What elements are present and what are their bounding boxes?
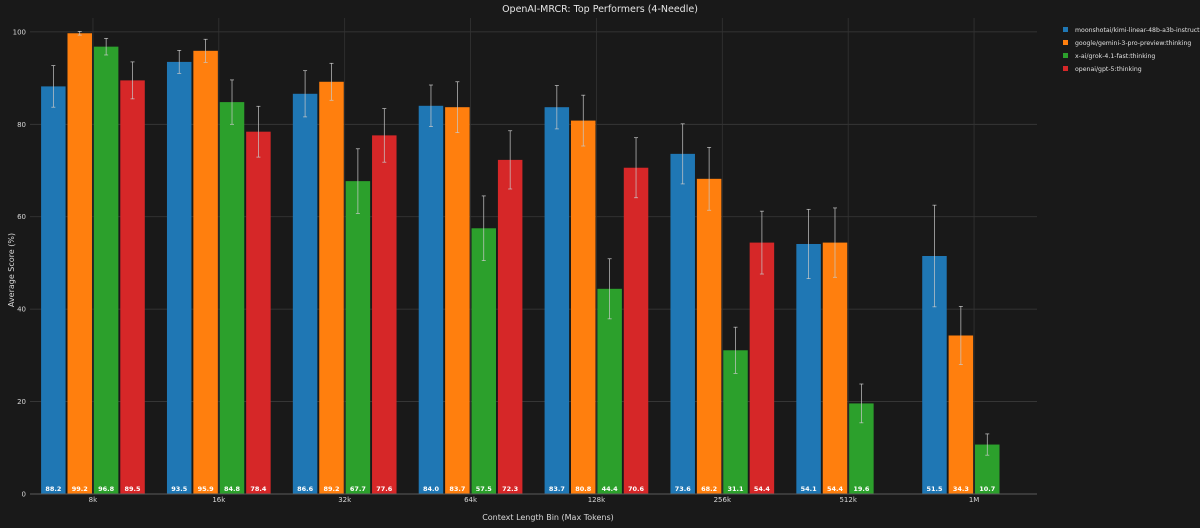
bar — [597, 288, 622, 494]
bar-value-label: 77.6 — [376, 485, 393, 493]
legend: moonshotai/kimi-linear-48b-a3b-instruct g… — [1063, 27, 1200, 73]
bar-labels-layer: 88.2 93.5 86.6 84.0 83.7 73.6 54.1 51.5 99.2 95.9… — [45, 485, 995, 493]
bar — [749, 242, 775, 494]
bar — [570, 120, 596, 494]
bar-value-label: 73.6 — [675, 485, 692, 493]
bar-value-label: 88.2 — [45, 485, 61, 493]
bar-value-label: 84.0 — [423, 485, 440, 493]
bar — [193, 50, 218, 495]
bar-value-label: 34.3 — [953, 485, 969, 493]
y-tick-label: 60 — [17, 213, 26, 221]
legend-entry: openai/gpt-5:thinking — [1075, 66, 1142, 73]
y-tick-label: 40 — [17, 306, 26, 314]
bar — [445, 107, 470, 494]
y-tick-label: 20 — [17, 398, 26, 406]
bar-value-label: 54.4 — [827, 485, 844, 493]
bar-value-label: 70.6 — [628, 485, 645, 493]
bar — [246, 131, 271, 495]
bar — [93, 46, 119, 494]
bar-value-label: 72.3 — [502, 485, 518, 493]
bar — [418, 105, 444, 495]
x-tick-label: 16k — [212, 496, 226, 504]
bar — [696, 178, 722, 494]
bar-value-label: 68.2 — [701, 485, 717, 493]
bar-value-label: 67.7 — [350, 485, 366, 493]
bar — [219, 102, 245, 494]
bar-value-label: 31.1 — [727, 485, 744, 493]
bar — [166, 61, 192, 494]
y-axis-title: Average Score (%) — [7, 233, 16, 307]
x-tick-label: 64k — [464, 496, 478, 504]
bar — [796, 243, 821, 494]
legend-swatch — [1063, 66, 1068, 71]
legend-swatch — [1063, 40, 1068, 45]
bar — [372, 135, 397, 495]
bar-value-label: 86.6 — [297, 485, 314, 493]
y-tick-label: 100 — [13, 28, 26, 36]
chart-title: OpenAI-MRCR: Top Performers (4-Needle) — [502, 4, 698, 15]
bar-value-label: 80.8 — [575, 485, 592, 493]
x-tick-label: 1M — [969, 496, 980, 504]
bar — [471, 228, 497, 494]
bar — [723, 350, 748, 494]
legend-entry: moonshotai/kimi-linear-48b-a3b-instruct — [1075, 27, 1200, 34]
x-tick-label: 32k — [338, 496, 352, 504]
bar — [544, 107, 570, 494]
bar-value-label: 99.2 — [72, 485, 88, 493]
bar — [120, 80, 145, 494]
bar — [345, 181, 371, 495]
bar — [41, 86, 66, 494]
bar-value-label: 19.6 — [853, 485, 870, 493]
bar — [623, 167, 649, 494]
bar-value-label: 89.2 — [323, 485, 339, 493]
bars-layer — [41, 33, 1000, 495]
bar-value-label: 78.4 — [250, 485, 267, 493]
legend-swatch — [1063, 27, 1068, 32]
bar — [292, 93, 318, 495]
bar-value-label: 44.4 — [602, 485, 619, 493]
error-bars-layer — [51, 31, 990, 456]
bar — [822, 242, 848, 494]
x-tick-label: 128k — [588, 496, 606, 504]
bar-value-label: 95.9 — [198, 485, 215, 493]
bar-value-label: 57.5 — [476, 485, 493, 493]
y-tick-label: 0 — [22, 491, 26, 499]
bar-value-label: 54.4 — [754, 485, 771, 493]
legend-entry: google/gemini-3-pro-preview:thinking — [1075, 40, 1191, 47]
bar — [67, 33, 92, 494]
bar-value-label: 93.5 — [171, 485, 188, 493]
legend-swatch — [1063, 53, 1068, 58]
bar-value-label: 96.8 — [98, 485, 115, 493]
bar-value-label: 89.5 — [125, 485, 142, 493]
bar-value-label: 83.7 — [449, 485, 465, 493]
legend-entry: x-ai/grok-4.1-fast:thinking — [1075, 53, 1155, 60]
bar — [670, 153, 695, 494]
x-tick-label: 512k — [839, 496, 857, 504]
y-tick-label: 80 — [17, 121, 26, 129]
bar-value-label: 51.5 — [926, 485, 943, 493]
x-tick-label: 256k — [714, 496, 732, 504]
bar — [497, 159, 523, 494]
x-tick-label: 8k — [89, 496, 98, 504]
bar — [319, 81, 344, 495]
bar-value-label: 83.7 — [549, 485, 565, 493]
bar-value-label: 10.7 — [979, 485, 995, 493]
x-axis-title: Context Length Bin (Max Tokens) — [482, 513, 614, 522]
bar-value-label: 54.1 — [801, 485, 818, 493]
axis-layer: 0 20 40 60 80 100 8k 16k 32k 64k 128k 256k 512k 1M — [13, 28, 1037, 504]
bar-value-label: 84.8 — [224, 485, 241, 493]
